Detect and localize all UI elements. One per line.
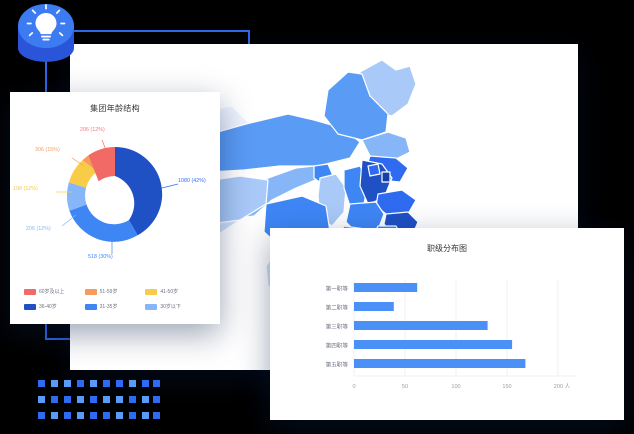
bar [354,359,526,368]
x-tick-label: 0 [352,384,355,390]
legend-label: 41-50岁 [160,289,179,295]
rank-bar-chart-svg: 第一职等 第二职等 第三职等 第四职等 第五职等 0 50 100 150 20… [326,280,576,390]
x-tick-label: 100 [451,384,460,390]
legend-swatch-icon [24,288,36,295]
category-label: 第四职等 [326,342,349,350]
legend-label: 51-59岁 [99,289,118,295]
donut-label-under-30: 206 (12%) [26,226,51,232]
donut-label-60-plus: 206 (12%) [80,127,105,133]
bulb-glyph [35,13,57,41]
legend-swatch-icon [84,288,97,295]
bar [354,283,418,292]
donut-label-36-40: 1080 (42%) [178,178,206,184]
dot-grid-icon [38,380,160,419]
bulb-rays [26,4,66,37]
category-label: 第三职等 [326,323,349,331]
donut-label-51-59: 306 (15%) [35,147,60,153]
legend-item[interactable]: 36-40岁 [24,303,85,310]
x-tick-label: 200 人 [554,383,571,390]
x-tick-label: 50 [402,384,408,390]
legend-swatch-icon [84,303,97,310]
category-label: 第二职等 [326,304,349,312]
donut-label-31-35: 518 (30%) [88,254,113,260]
legend-item[interactable]: 30岁以下 [145,303,206,310]
dot-grid-decoration [38,380,160,431]
bar [354,340,513,349]
donut-chart[interactable]: 206 (12%) 306 (15%) 198 (12%) 206 (12%) … [10,114,220,274]
category-label: 第一职等 [326,285,349,293]
x-tick-label: 150 [502,384,511,390]
lightbulb-pin-icon [18,4,74,62]
bar [354,302,394,311]
rank-chart-title: 职级分布图 [427,244,467,253]
donut-label-41-50: 198 (12%) [13,186,38,192]
age-structure-card: 集团年龄结构 [10,92,220,324]
bar-series [354,283,526,368]
rank-distribution-card: 职级分布图 [270,228,624,420]
age-chart-legend: 60岁及以上 51-59岁 41-50岁 36-40岁 31-35岁 30岁以下 [24,288,206,310]
donut-chart-svg [56,139,179,254]
category-label: 第五职等 [326,361,349,369]
connector-line-bottom [45,338,75,340]
legend-swatch-icon [24,303,36,310]
legend-label: 36-40岁 [39,304,57,310]
connector-line-vertical [248,30,250,44]
age-chart-title: 集团年龄结构 [90,104,140,113]
legend-item[interactable]: 41-50岁 [145,288,206,295]
legend-label: 31-35岁 [99,304,118,310]
connector-line-horizontal [46,30,250,32]
lightbulb-pin[interactable] [10,2,82,72]
legend-label: 30岁以下 [160,304,181,310]
rank-bar-chart[interactable]: 第一职等 第二职等 第三职等 第四职等 第五职等 0 50 100 150 20… [270,266,624,416]
legend-label: 60岁及以上 [39,289,65,295]
legend-item[interactable]: 51-59岁 [84,288,146,295]
bar [354,321,488,330]
legend-swatch-icon [145,288,158,295]
legend-item[interactable]: 60岁及以上 [24,288,85,295]
legend-swatch-icon [145,303,158,310]
legend-item[interactable]: 31-35岁 [84,303,146,310]
